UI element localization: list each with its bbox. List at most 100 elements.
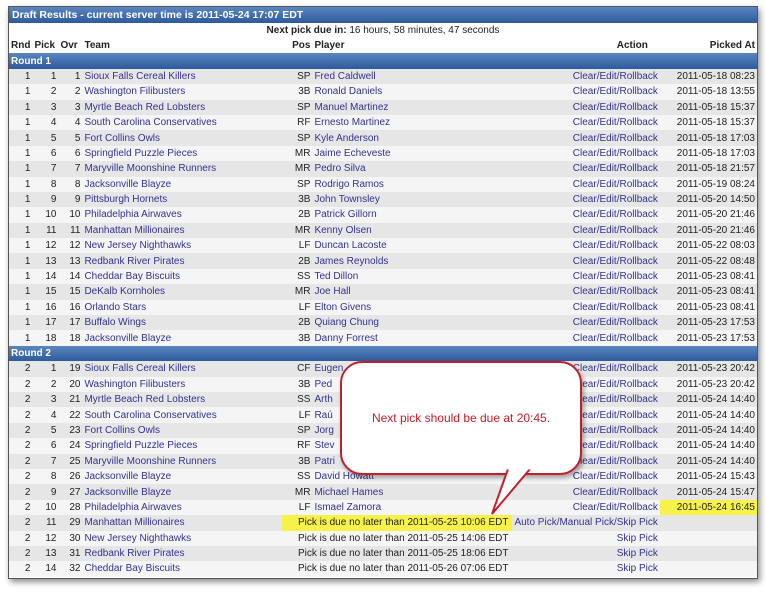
clear-edit-rollback-link[interactable]: Clear/Edit/Rollback (572, 455, 658, 467)
team-link[interactable]: Fort Collins Owls (84, 424, 161, 436)
team-link[interactable]: Cheddar Bay Biscuits (84, 271, 181, 283)
picked-at: 2011-05-23 17:53 (659, 315, 757, 331)
player-link[interactable]: Jaime Echeveste (314, 147, 391, 159)
player-link[interactable]: Michael Hames (314, 486, 384, 498)
player-link[interactable]: Stev (314, 440, 335, 452)
team-link[interactable]: Sioux Falls Cereal Killers (84, 363, 196, 375)
rnd: 1 (9, 284, 33, 300)
player-link[interactable]: Duncan Lacoste (314, 240, 387, 252)
player-link[interactable]: Arth (314, 394, 333, 406)
clear-edit-rollback-link[interactable]: Clear/Edit/Rollback (572, 301, 658, 313)
clear-edit-rollback-link[interactable]: Clear/Edit/Rollback (572, 224, 658, 236)
clear-edit-rollback-link[interactable]: Clear/Edit/Rollback (572, 194, 658, 206)
clear-edit-rollback-link[interactable]: Clear/Edit/Rollback (572, 240, 658, 252)
team-link[interactable]: Springfield Puzzle Pieces (84, 147, 198, 159)
player-link[interactable]: Rodrigo Ramos (314, 178, 384, 190)
clear-edit-rollback-link[interactable]: Clear/Edit/Rollback (572, 363, 658, 375)
player-link[interactable]: Ronald Daniels (314, 86, 383, 98)
player-link[interactable]: Danny Forrest (314, 332, 378, 344)
player-link[interactable]: Eugen (314, 363, 344, 375)
team-link[interactable]: South Carolina Conservatives (84, 409, 217, 421)
clear-edit-rollback-link[interactable]: Clear/Edit/Rollback (572, 70, 658, 82)
ovr: 14 (58, 268, 83, 285)
team-link[interactable]: Myrtle Beach Red Lobsters (84, 101, 206, 113)
clear-edit-rollback-link[interactable]: Clear/Edit/Rollback (572, 424, 658, 436)
clear-edit-rollback-link[interactable]: Clear/Edit/Rollback (572, 409, 658, 421)
clear-edit-rollback-link[interactable]: Clear/Edit/Rollback (572, 286, 658, 298)
clear-edit-rollback-link[interactable]: Clear/Edit/Rollback (572, 101, 658, 113)
player-link[interactable]: Ped (314, 378, 333, 390)
player-link[interactable]: Raú (314, 409, 333, 421)
team-link[interactable]: Washington Filibusters (84, 86, 186, 98)
pick-actions-link[interactable]: Auto Pick/Manual Pick/Skip Pick (514, 517, 658, 529)
team-link[interactable]: Myrtle Beach Red Lobsters (84, 394, 206, 406)
player-link[interactable]: Fred Caldwell (314, 70, 376, 82)
player-link[interactable]: Ismael Zamora (314, 501, 382, 513)
clear-edit-rollback-link[interactable]: Clear/Edit/Rollback (572, 471, 658, 483)
team-link[interactable]: Jacksonville Blayze (84, 471, 172, 483)
clear-edit-rollback-link[interactable]: Clear/Edit/Rollback (572, 317, 658, 329)
clear-edit-rollback-link[interactable]: Clear/Edit/Rollback (572, 178, 658, 190)
clear-edit-rollback-link[interactable]: Clear/Edit/Rollback (572, 486, 658, 498)
team-link[interactable]: Manhattan Millionaires (84, 224, 185, 236)
player-link[interactable]: Elton Givens (314, 301, 372, 313)
table-row: 1 3 3 Myrtle Beach Red Lobsters SP Manue… (9, 99, 757, 115)
team-link[interactable]: New Jersey Nighthawks (84, 532, 192, 544)
pick-actions-link[interactable]: Skip Pick (616, 532, 658, 544)
team-link[interactable]: Orlando Stars (84, 301, 147, 313)
pick-actions-link[interactable]: Skip Pick (616, 563, 658, 575)
clear-edit-rollback-link[interactable]: Clear/Edit/Rollback (572, 163, 658, 175)
team-link[interactable]: Fort Collins Owls (84, 132, 161, 144)
clear-edit-rollback-link[interactable]: Clear/Edit/Rollback (572, 501, 658, 513)
player-link[interactable]: Joe Hall (314, 286, 351, 298)
player-link[interactable]: Quiang Chung (314, 317, 379, 329)
clear-edit-rollback-link[interactable]: Clear/Edit/Rollback (572, 209, 658, 221)
clear-edit-rollback-link[interactable]: Clear/Edit/Rollback (572, 440, 658, 452)
picked-at: 2011-05-20 14:50 (659, 191, 757, 208)
team-link[interactable]: Jacksonville Blayze (84, 332, 172, 344)
team-link[interactable]: Manhattan Millionaires (84, 517, 185, 529)
team-link[interactable]: South Carolina Conservatives (84, 117, 217, 129)
pick-actions-link[interactable]: Skip Pick (616, 548, 658, 560)
team-link[interactable]: Maryville Moonshine Runners (84, 163, 217, 175)
clear-edit-rollback-link[interactable]: Clear/Edit/Rollback (572, 86, 658, 98)
team-link[interactable]: Pittsburgh Hornets (84, 194, 168, 206)
team-link[interactable]: Buffalo Wings (84, 317, 146, 329)
team-link[interactable]: Sioux Falls Cereal Killers (84, 70, 196, 82)
clear-edit-rollback-link[interactable]: Clear/Edit/Rollback (572, 332, 658, 344)
ovr: 22 (58, 407, 83, 423)
player-link[interactable]: Patrick Gillorn (314, 209, 377, 221)
table-row: 1 4 4 South Carolina Conservatives RF Er… (9, 114, 757, 131)
team-link[interactable]: DeKalb Kornholes (84, 286, 166, 298)
team-link[interactable]: Maryville Moonshine Runners (84, 455, 217, 467)
player-link[interactable]: Ernesto Martinez (314, 117, 391, 129)
team-link[interactable]: New Jersey Nighthawks (84, 240, 192, 252)
team-link[interactable]: Jacksonville Blayze (84, 178, 172, 190)
player-link[interactable]: Patri (314, 455, 336, 467)
clear-edit-rollback-link[interactable]: Clear/Edit/Rollback (572, 378, 658, 390)
table-row: 1 12 12 New Jersey Nighthawks LF Duncan … (9, 238, 757, 254)
player-link[interactable]: Kyle Anderson (314, 132, 379, 144)
clear-edit-rollback-link[interactable]: Clear/Edit/Rollback (572, 147, 658, 159)
player-link[interactable]: John Townsley (314, 194, 380, 206)
team-link[interactable]: Redbank River Pirates (84, 548, 185, 560)
team-link[interactable]: Philadelphia Airwaves (84, 209, 182, 221)
team-link[interactable]: Cheddar Bay Biscuits (84, 563, 181, 575)
player-link[interactable]: Manuel Martinez (314, 101, 389, 113)
clear-edit-rollback-link[interactable]: Clear/Edit/Rollback (572, 271, 658, 283)
clear-edit-rollback-link[interactable]: Clear/Edit/Rollback (572, 255, 658, 267)
player-link[interactable]: Jorg (314, 424, 334, 436)
team-link[interactable]: Springfield Puzzle Pieces (84, 440, 198, 452)
team-link[interactable]: Jacksonville Blayze (84, 486, 172, 498)
player-link[interactable]: Pedro Silva (314, 163, 366, 175)
team-link[interactable]: Redbank River Pirates (84, 255, 185, 267)
clear-edit-rollback-link[interactable]: Clear/Edit/Rollback (572, 394, 658, 406)
clear-edit-rollback-link[interactable]: Clear/Edit/Rollback (572, 117, 658, 129)
player-link[interactable]: Kenny Olsen (314, 224, 372, 236)
player-link[interactable]: Ted Dillon (314, 271, 359, 283)
clear-edit-rollback-link[interactable]: Clear/Edit/Rollback (572, 132, 658, 144)
player-link[interactable]: David Howatt (314, 471, 374, 483)
team-link[interactable]: Philadelphia Airwaves (84, 501, 182, 513)
player-link[interactable]: James Reynolds (314, 255, 389, 267)
team-link[interactable]: Washington Filibusters (84, 378, 186, 390)
